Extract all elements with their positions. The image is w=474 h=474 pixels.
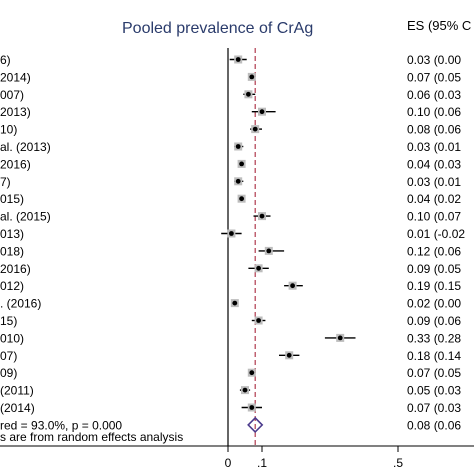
study-es-text: 0.03 (0.01 bbox=[407, 140, 461, 154]
point-estimate bbox=[256, 265, 261, 271]
study-es-text: 0.07 (0.03 bbox=[407, 401, 461, 415]
point-estimate bbox=[239, 196, 245, 202]
point-estimate bbox=[249, 74, 255, 80]
point-estimate bbox=[249, 405, 255, 410]
study-es-text: 0.09 (0.05 bbox=[407, 262, 461, 276]
point-estimate bbox=[286, 352, 292, 358]
study-es-text: 0.05 (0.03 bbox=[407, 384, 461, 398]
study-label: 07) bbox=[0, 349, 17, 363]
point-estimate bbox=[252, 126, 258, 132]
study-es-text: 0.09 (0.06 bbox=[407, 314, 461, 328]
study-es-text: 0.18 (0.14 bbox=[407, 349, 461, 363]
study-es-text: 0.04 (0.02 bbox=[407, 192, 461, 206]
study-label: 7) bbox=[0, 175, 11, 189]
study-label: al. (2013) bbox=[0, 140, 51, 154]
study-es-text: 0.06 (0.03 bbox=[407, 88, 461, 102]
x-tick-label: .5 bbox=[393, 456, 403, 470]
point-estimate bbox=[259, 213, 265, 219]
point-estimate bbox=[235, 144, 241, 149]
study-label: 2014) bbox=[0, 70, 31, 84]
study-label: 010) bbox=[0, 331, 24, 345]
point-estimate bbox=[259, 109, 265, 115]
study-label: 007) bbox=[0, 88, 24, 102]
study-label: 018) bbox=[0, 244, 24, 258]
point-estimate bbox=[266, 248, 272, 254]
study-es-text: 0.33 (0.28 bbox=[407, 331, 461, 345]
study-label: 6) bbox=[0, 53, 11, 67]
study-es-text: 0.03 (0.01 bbox=[407, 175, 461, 189]
study-label: al. (2015) bbox=[0, 210, 51, 224]
point-estimate bbox=[242, 387, 248, 393]
study-label: 012) bbox=[0, 279, 24, 293]
point-estimate bbox=[249, 370, 255, 376]
pooled-label: red = 93.0%, p = 0.000 bbox=[0, 418, 122, 432]
study-es-text: 0.01 (-0.02 bbox=[407, 227, 465, 241]
study-es-text: 0.02 (0.00 bbox=[407, 297, 461, 311]
study-label: (2011) bbox=[0, 384, 34, 398]
point-estimate bbox=[290, 283, 295, 289]
study-es-text: 0.12 (0.06 bbox=[407, 244, 461, 258]
point-estimate bbox=[239, 161, 245, 167]
point-estimate bbox=[256, 318, 261, 323]
point-estimate bbox=[229, 231, 234, 236]
study-label: 015) bbox=[0, 192, 24, 206]
study-es-text: 0.10 (0.07 bbox=[407, 210, 461, 224]
study-label: 2016) bbox=[0, 157, 31, 171]
study-label: 10) bbox=[0, 123, 17, 137]
study-es-text: 0.04 (0.03 bbox=[407, 157, 461, 171]
x-tick-label: .1 bbox=[257, 456, 267, 470]
x-tick-label: 0 bbox=[225, 456, 232, 470]
pooled-es-text: 0.08 (0.06 bbox=[407, 418, 461, 432]
study-es-text: 0.07 (0.05 bbox=[407, 366, 461, 380]
study-es-text: 0.08 (0.06 bbox=[407, 123, 461, 137]
study-label: 2013) bbox=[0, 105, 31, 119]
point-estimate bbox=[232, 300, 238, 306]
study-label: 013) bbox=[0, 227, 24, 241]
chart-title: Pooled prevalence of CrAg bbox=[122, 20, 314, 37]
study-es-text: 0.19 (0.15 bbox=[407, 279, 461, 293]
point-estimate bbox=[235, 178, 241, 184]
study-es-text: 0.10 (0.06 bbox=[407, 105, 461, 119]
pooled-diamond bbox=[247, 416, 264, 434]
study-label: (2014) bbox=[0, 401, 35, 415]
study-es-text: 0.07 (0.05 bbox=[407, 70, 461, 84]
study-label: . (2016) bbox=[0, 297, 41, 311]
study-es-text: 0.03 (0.00 bbox=[407, 53, 461, 67]
study-label: 2016) bbox=[0, 262, 31, 276]
point-estimate bbox=[235, 57, 241, 62]
study-label: 09) bbox=[0, 366, 17, 380]
point-estimate bbox=[246, 91, 251, 97]
study-label: 15) bbox=[0, 314, 17, 328]
es-column-header: ES (95% C bbox=[407, 18, 472, 33]
footnote: s are from random effects analysis bbox=[0, 430, 184, 444]
point-estimate bbox=[337, 335, 343, 341]
